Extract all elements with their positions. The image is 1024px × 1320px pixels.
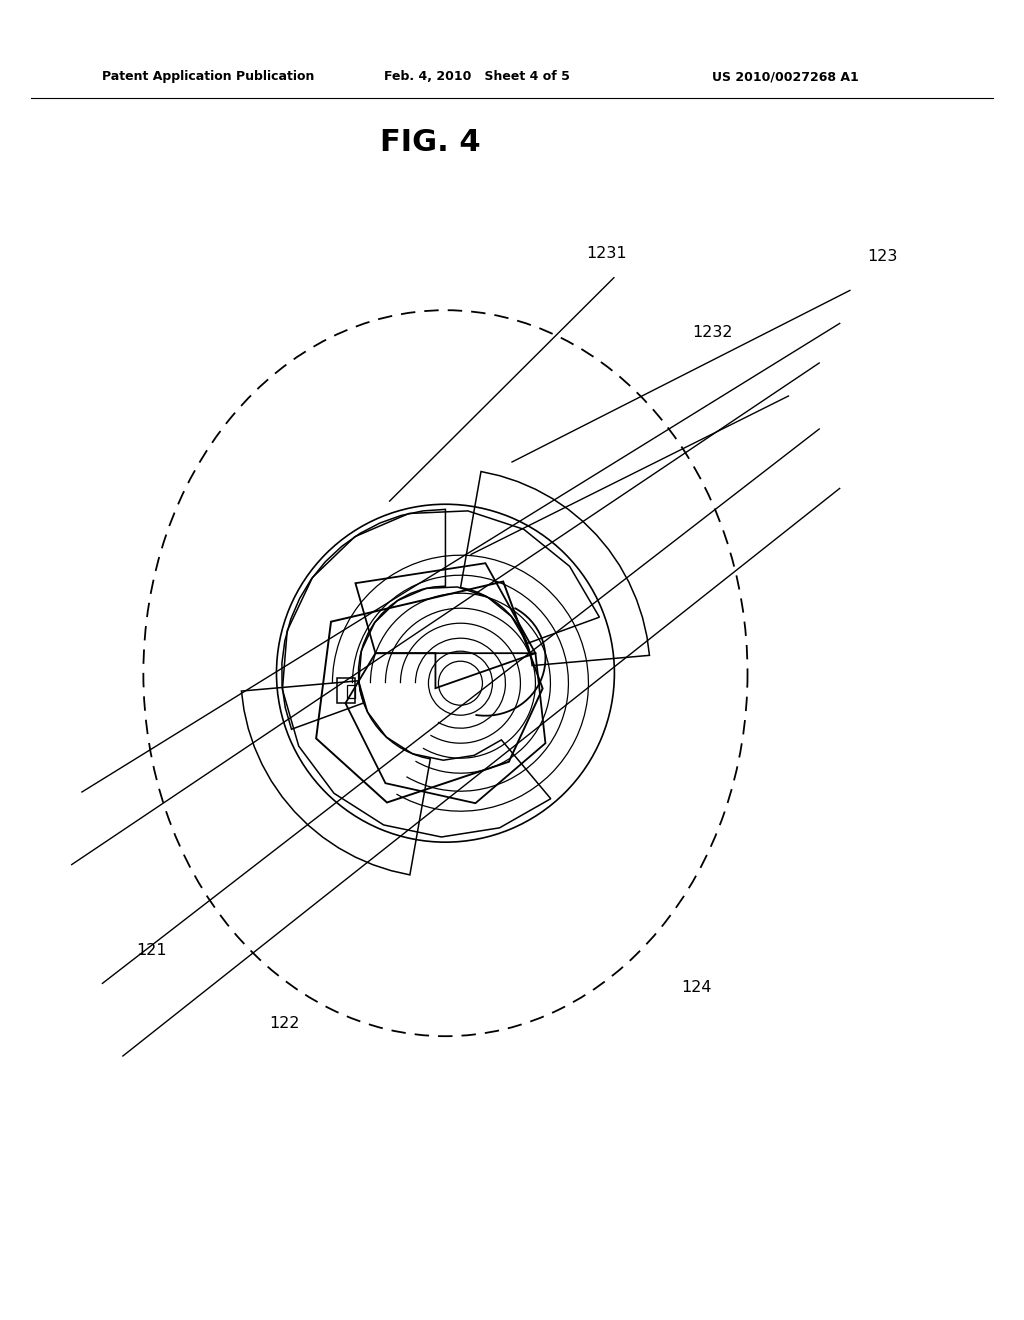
- Text: 122: 122: [269, 1015, 300, 1031]
- Text: 1232: 1232: [692, 325, 733, 341]
- Text: 124: 124: [681, 979, 712, 995]
- Text: Patent Application Publication: Patent Application Publication: [102, 70, 314, 83]
- Text: US 2010/0027268 A1: US 2010/0027268 A1: [712, 70, 858, 83]
- Text: 121: 121: [136, 942, 167, 958]
- Text: Feb. 4, 2010   Sheet 4 of 5: Feb. 4, 2010 Sheet 4 of 5: [384, 70, 570, 83]
- Text: 123: 123: [867, 248, 898, 264]
- Text: 1231: 1231: [586, 246, 627, 261]
- Text: FIG. 4: FIG. 4: [380, 128, 480, 157]
